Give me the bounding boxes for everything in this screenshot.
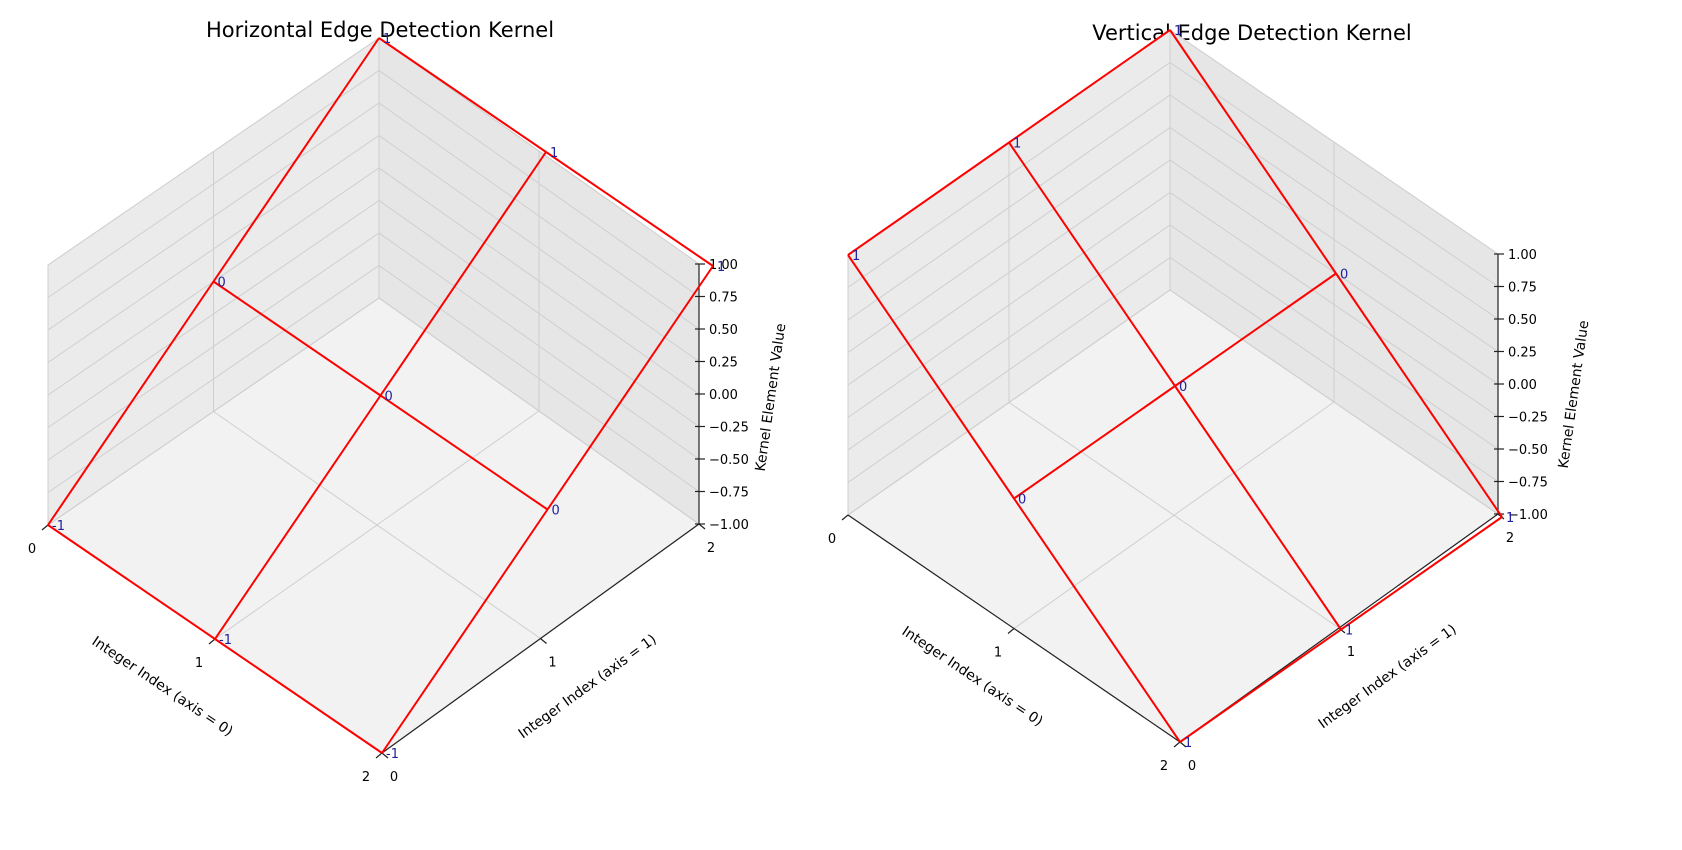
x-tick-label: 0 [28, 542, 36, 557]
z-tick-label: 0.25 [1508, 346, 1537, 361]
x-tick-label: 1 [994, 646, 1002, 661]
point-label: 1 [383, 32, 391, 47]
horizontal-kernel-chart: Horizontal Edge Detection Kernel 012 012−… [28, 18, 789, 785]
x-axis-label: Integer Index (axis = 0) [89, 634, 236, 740]
point-label: 1 [1184, 736, 1192, 751]
x-tick-mark [208, 638, 216, 645]
y-tick-label: 0 [390, 770, 398, 785]
floor-grid-line [378, 297, 700, 525]
point-label: -1 [386, 747, 399, 762]
floor-grid-line [1008, 402, 1340, 629]
x-tick-mark [41, 524, 49, 531]
kernel-col-line [212, 280, 549, 511]
point-label: 1 [1013, 137, 1021, 152]
point-label: 1 [852, 249, 860, 264]
point-label: 0 [1179, 380, 1187, 395]
y-axis-label: Integer Index (axis = 1) [516, 631, 660, 742]
y-tick-label: 1 [1347, 645, 1355, 660]
z-tick-label: 0.50 [1508, 313, 1537, 328]
axis-panes [47, 37, 700, 754]
point-label: 0 [1340, 268, 1348, 283]
point-label: 1 [550, 146, 558, 161]
z-tick-label: −0.50 [1508, 443, 1548, 458]
x-tick-label: 2 [362, 770, 370, 785]
z-tick-label: 1.00 [1508, 248, 1537, 263]
z-tick-label: 0.00 [1508, 378, 1537, 393]
point-label: 1 [1174, 24, 1182, 39]
point-label: 0 [552, 504, 560, 519]
point-label: -1 [52, 519, 65, 534]
point-label: -1 [219, 633, 232, 648]
point-label: 0 [385, 390, 393, 405]
point-label: 1 [1345, 624, 1353, 639]
z-tick-label: 0.25 [709, 356, 738, 371]
y-axis-label: Integer Index (axis = 1) [1316, 621, 1460, 732]
x-tick-mark [841, 514, 849, 521]
y-tick-label: 0 [1188, 759, 1196, 774]
x-tick-label: 1 [195, 656, 203, 671]
point-label: 1 [717, 260, 725, 275]
y-tick-mark [381, 752, 389, 759]
z-axis-label: Kernel Element Value [1556, 319, 1593, 469]
z-tick-label: 0.75 [709, 291, 738, 306]
point-label: 0 [1018, 493, 1026, 508]
kernel-col-line [47, 524, 383, 754]
point-label: 1 [1506, 511, 1514, 526]
y-tick-label: 2 [707, 541, 715, 556]
z-tick-label: 0.00 [709, 388, 738, 403]
z-tick-label: −0.25 [709, 421, 749, 436]
vertical-kernel-chart: Vertical Edge Detection Kernel 0 1 2 0 1 2 −1.… [828, 21, 1592, 774]
y-tick-label: 1 [548, 656, 556, 671]
z-axis-label: Kernel Element Value [753, 322, 790, 472]
z-tick-label: 0.75 [1508, 281, 1537, 296]
kernel-wireframe [847, 29, 1503, 743]
kernel-col-line [378, 37, 714, 267]
y-tick-label: 2 [1506, 531, 1514, 546]
x-tick-mark [1173, 741, 1181, 748]
z-tick-label: −1.00 [709, 518, 749, 533]
z-tick-label: 0.50 [709, 323, 738, 338]
kernel-col-line [847, 254, 1181, 743]
kernel-wireframe [47, 37, 714, 754]
floor-grid-line [1169, 289, 1499, 515]
z-tick-label: 1.00 [709, 258, 738, 273]
z-tick-label: −1.00 [1508, 508, 1548, 523]
x-tick-label: 2 [1160, 759, 1168, 774]
chart-title-vertical: Vertical Edge Detection Kernel [1092, 21, 1411, 45]
point-label: 0 [218, 276, 226, 291]
y-tick-mark [698, 523, 706, 530]
z-tick-label: −0.75 [1508, 476, 1548, 491]
x-axis-label: Integer Index (axis = 0) [899, 624, 1046, 730]
z-tick-label: −0.75 [709, 486, 749, 501]
z-tick-label: −0.50 [709, 453, 749, 468]
kernel-col-line [1008, 141, 1342, 631]
x-tick-mark [375, 752, 383, 759]
x-tick-mark [1007, 628, 1015, 634]
y-tick-mark [540, 638, 547, 644]
y-tick-mark [1179, 741, 1187, 748]
kernel-col-line [1169, 29, 1503, 518]
z-tick-label: −0.25 [1508, 411, 1548, 426]
x-tick-label: 0 [828, 532, 836, 547]
axis-panes [847, 29, 1499, 743]
